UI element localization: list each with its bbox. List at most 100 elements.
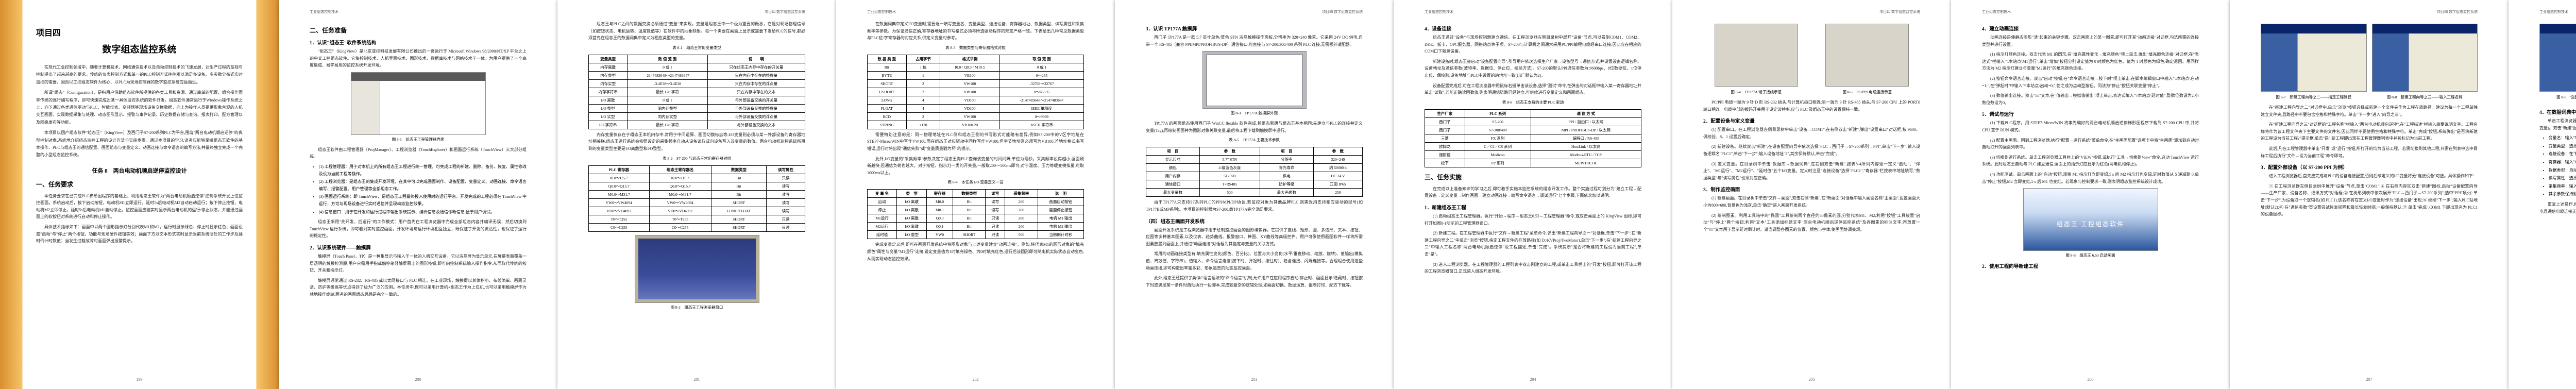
li: (4) 信息窗口：用于在开发和运行过程中输出系统提示、编译信息及通信诊断信息,便… bbox=[319, 209, 527, 216]
page-9: 项目四 数字组态监控系统 图 8-7 新建工程向导之二——指定工程路径 图 8-… bbox=[2230, 0, 2509, 389]
p: 组态王通过"设备"与现场控制器建立通信。在工程浏览器左侧目录树中展开"设备"节点… bbox=[1425, 34, 1641, 55]
page-2: 工业组态控制技术 二、任务准备 1．认识"组态王"软件系统结构 "组态王"（Ki… bbox=[279, 0, 557, 389]
page-number: 201 bbox=[557, 377, 836, 382]
p: (2) 按钮命令语言连接。双击"启动"按钮,在"命令语言连接→按下时"项上单击,… bbox=[1982, 75, 2199, 89]
h-requirements: 一、任务要求 bbox=[36, 180, 243, 189]
p: 此外,组态王还提供了类似C语言语法的"命令语言"机制,允许用户在应用程序启动/停… bbox=[1146, 275, 1363, 289]
h-wiz: 2．使用工程向导新建工程 bbox=[1982, 262, 2199, 269]
p: (3) 数值输出连接。双击"##"文本,在"值输出→模拟值输出"项上单击,表达式… bbox=[1982, 92, 2199, 106]
fig-tp177a bbox=[1202, 51, 1307, 109]
p: 组态王采用"先开发、后运行"的工作模式：用户首先在工程浏览器中完成全部组态内容并… bbox=[310, 218, 527, 240]
fig-device-wizard bbox=[2539, 24, 2576, 92]
h-dev: 4．设备连接 bbox=[1425, 25, 1641, 32]
page-number: 205 bbox=[1672, 377, 1951, 382]
p: 本任务要求在已完成PLC梯形图程序的基础上，利用组态王软件为"两台电动机顺启逆停… bbox=[36, 193, 243, 221]
table-8-3: 数 据 类 型占用字节格式举例取 值 范 围 Bit1 位I0.0 / Q0.3… bbox=[867, 55, 1084, 129]
fig-caption: 图 8-4 TP177A 端子接线示意 bbox=[1703, 89, 1809, 95]
req-body: 本任务要求在已完成PLC梯形图程序的基础上，利用组态王软件为"两台电动机顺启逆停… bbox=[36, 193, 243, 245]
p: (2) 绘制图素。利用工具箱中的"椭圆"工具绘制两个直径约60像素的圆,分别代表… bbox=[1703, 212, 1920, 233]
p: ① 在工程浏览器左侧目录树中展开"设备"节点,单击"COM1";② 在右侧内容区… bbox=[2261, 183, 2478, 218]
var-list: 变量名：输入"M1运行"； 变量类型：选择"I/O离散"； 连接设备：在下拉列表… bbox=[2539, 134, 2576, 198]
h-design: （四）组态王画面开发系统 bbox=[1146, 217, 1363, 225]
li: (3) 画面运行系统：即 TouchView，是组态王工程最终投入使用时的运行平… bbox=[319, 193, 527, 207]
fig-kv-splash: 组态王 工控组态软件 bbox=[2023, 188, 2158, 251]
p: 在"新建工程向导之二"对话框中,单击"浏览"按钮选择或新建一个文件夹作为工程存放… bbox=[2261, 104, 2478, 118]
h-dev: 3．配置外部设备（以 S7-200 PPI 为例） bbox=[2261, 163, 2478, 171]
h-run: 5．调试与运行 bbox=[1982, 110, 2199, 117]
fig-tp-wiring bbox=[1715, 24, 1798, 87]
p: (1) 新建画面。在目录树中单击"文件→画面",双击右侧"新建",在"新画面"对… bbox=[1703, 195, 1920, 209]
h-draw: 3．制作监控画面 bbox=[1703, 185, 1920, 193]
table-8-4: 变 量 名类 型寄存器数据类型读写采集频率说 明 启动I/O 离散M0.0Bit… bbox=[867, 189, 1084, 239]
fig-wizard-3 bbox=[2372, 24, 2478, 92]
p: 组态王软件由工程管理器（ProjManager）、工程浏览器（TouchExpl… bbox=[310, 146, 527, 160]
runhead: 项目四 数字组态监控系统 bbox=[1322, 9, 1363, 14]
h-create: 1．新建组态王工程 bbox=[1425, 204, 1641, 211]
p: 进入工程浏览器后,首先应完成与PLC的设备连接配置,否则后续定义的I/O变量将无… bbox=[2261, 173, 2478, 180]
p: 具体技术指标如下：画面中以两个圆形指示灯分别代表M1和M2，运行时显示绿色、停止… bbox=[36, 224, 243, 245]
runhead: 工业组态控制技术 bbox=[867, 9, 896, 14]
p: 在现代工业控制领域中，随着计算机技术、网络通信技术以及自动控制技术的飞速发展，对… bbox=[36, 64, 243, 86]
p: "组态王"（KingView）是北京亚控科技发展有限公司推出的一套运行于 Mic… bbox=[310, 48, 527, 69]
li: (1) 工程管理器：用于对本机上的所有组态王工程进行统一管理，可完成工程的新建、… bbox=[319, 163, 527, 177]
page-number: 208 bbox=[2509, 377, 2576, 382]
runhead: 项目四 数字组态监控系统 bbox=[765, 9, 805, 14]
h-link: 4．建立动画连接 bbox=[1982, 25, 2199, 32]
fig-ppi-cable bbox=[1825, 24, 1909, 87]
li: (2) 工程浏览器：是组态王的集成开发环境，在其中可以完成画面制作、设备配置、变… bbox=[319, 178, 527, 192]
tbl-caption: 表 8-5 TP177A 主要技术参数 bbox=[1146, 137, 1363, 143]
page-number: 200 bbox=[279, 377, 557, 382]
page-number: 206 bbox=[1951, 377, 2230, 382]
p: 画面开发系统是工程浏览器中用于绘制监控画面的图形编辑器。它提供了直线、矩形、圆、… bbox=[1146, 227, 1363, 248]
p: 动画连接是使静态图形"活"起来的关键步骤。双击画面上的某一图素,即可打开其"动画… bbox=[1982, 34, 2199, 48]
fig-caption: 图 8-1 组态王工程管理器界面 bbox=[310, 137, 527, 142]
runhead: 项目四 数字组态监控系统 bbox=[1879, 9, 1920, 14]
p: 此后,凡在工程管理器中单击"开发"或"运行"按钮,所打开的均为当前工程。若需切换… bbox=[2261, 145, 2478, 159]
fig-caption: 图 8-8 新建工程向导之三——输入工程名称 bbox=[2372, 94, 2478, 100]
page-6: 工业组态控制技术 4．设备连接 组态王通过"设备"与现场控制器建立通信。在工程浏… bbox=[1394, 0, 1672, 389]
p: 完成变量定义后,即可在画面开发系统中将图形对象与上述变量建立"动画连接"。例如,… bbox=[867, 241, 1084, 262]
chapter-label: 项目四 bbox=[36, 26, 243, 38]
p: 需要特别注意的是：同一物理地址在PLC侧和组态王侧的书写形式可能略有差异,例如S… bbox=[867, 131, 1084, 153]
p: 设备配置完成后,可在工程浏览器中用鼠标右键单击该设备,选择"测试"命令,在弹出的… bbox=[1425, 82, 1641, 96]
p: (3) 切换到运行系统。单击工程浏览器工具栏上的"VIEW"按钮,或执行"工具→… bbox=[1982, 154, 2199, 168]
page-10: 工业组态控制技术 图 8-9 设备配置向导——选择厂家与型号 图 8-10 变量… bbox=[2509, 0, 2576, 389]
table-8-1: 变量类型数 值 范 围说 明 内存离散0 或 1只在组态王内存中存在的开关量内存… bbox=[588, 55, 805, 129]
p: 组态王与PLC之间的数据交换必须通过"变量"来实现。变量是组态王中一个极为重要的… bbox=[588, 21, 805, 42]
tbl-caption: 表 8-1 组态王常用变量类型 bbox=[588, 45, 805, 50]
p: (2) 新建设备。继续双击"新建",在设备配置向导中依次选择"PLC→西门子→S… bbox=[1703, 143, 1920, 157]
fig-caption: 图 8-2 组态王工程浏览器窗口 bbox=[588, 305, 805, 310]
p: 在数据词典中定义I/O变量时,需要逐一填写变量名、变量类型、连接设备、寄存器地址… bbox=[867, 21, 1084, 42]
h-impl: 三、任务实施 bbox=[1425, 173, 1641, 181]
p: PC/PPI 电缆一端为 9 针 D 形 RS-232 插头,与计算机串口相连;… bbox=[1703, 99, 1920, 113]
h-hw: 2．认识系统硬件——触摸屏 bbox=[310, 244, 527, 251]
fig-explorer bbox=[635, 235, 759, 303]
p: 常用的动画连接类型有:填充属性变化(颜色、百分比)、位置与大小变化(水平/垂直移… bbox=[1146, 250, 1363, 272]
tbl-caption: 表 8-4 本任务 I/O 变量定义一览 bbox=[867, 179, 1084, 185]
tbl-caption: 表 8-3 数据类型与寄存器格式对照 bbox=[867, 45, 1084, 50]
h-tp: 3．认识 TP177A 触摸屏 bbox=[1146, 25, 1363, 32]
h-step: 2．配置设备与定义变量 bbox=[1703, 117, 1920, 124]
p: (2) 新建工程。在工程管理器中执行"文件→新建工程"菜单命令,弹出"新建工程向… bbox=[1425, 230, 1641, 258]
runhead: 工业组态控制技术 bbox=[310, 9, 338, 14]
p: (1) 指示灯颜色连接。双击代表 M1 的圆形,在"填充属性变化→填充颜色"项上… bbox=[1982, 51, 2199, 72]
kv-list: (1) 工程管理器：用于对本机上的所有组态王工程进行统一管理，可完成工程的新建、… bbox=[310, 163, 527, 215]
runhead: 工业组态控制技术 bbox=[1425, 9, 1453, 14]
page-8: 工业组态控制技术 4．建立动画连接 动画连接是使静态图形"活"起来的关键步骤。双… bbox=[1951, 0, 2230, 389]
p: (1) 启动组态王工程管理器。执行"开始→程序→组态王6.53→工程管理器"命令… bbox=[1425, 213, 1641, 227]
h-var: 4．在数据词典中定义 I/O 变量 bbox=[2539, 108, 2576, 115]
page-4: 工业组态控制技术 在数据词典中定义I/O变量时,需要逐一填写变量名、变量类型、连… bbox=[836, 0, 1115, 389]
p: TP177A 的画面组态使用西门子 WinCC flexible 软件完成,其组… bbox=[1146, 120, 1363, 134]
p: 由于TP177A只支持S7系列PLC的PPI/MPI/DP协议,若监控对象为其他… bbox=[1146, 199, 1363, 213]
h-prep: 二、任务准备 bbox=[310, 26, 527, 35]
fig-caption: 图 8-9 设备配置向导——选择厂家与型号 bbox=[2539, 94, 2576, 100]
tbl-caption: 表 8-2 S7-200 与组态王常用寄存器对照 bbox=[588, 156, 805, 161]
p: 单击工程浏览器目录树中的"数据库→数据词典",右侧列出当前工程已有的全部变量(新… bbox=[2539, 117, 2576, 131]
runhead: 工业组态控制技术 bbox=[2539, 9, 2568, 14]
p: 此外,I/O变量的"采集频率"参数决定了组态王向PLC查询该变量的时间间隔,单位… bbox=[867, 156, 1084, 177]
p: (1) 下载PLC程序。用 STEP7-Micro/WIN 将事先编好的两台电动… bbox=[1982, 120, 2199, 133]
p: 内存变量仅存在于组态王本机内存中,常用于中间运算、画面切换标志等;I/O变量则必… bbox=[588, 131, 805, 153]
table-8-6: 生产厂家PLC 系列通 信 方 式 西门子S7-200PPI / 自由口 / 以… bbox=[1425, 109, 1641, 167]
page-number: 207 bbox=[2230, 377, 2509, 382]
p: 所谓"组态"（Configuration），是指用户借助组态软件所提供的各类工具… bbox=[36, 89, 243, 126]
